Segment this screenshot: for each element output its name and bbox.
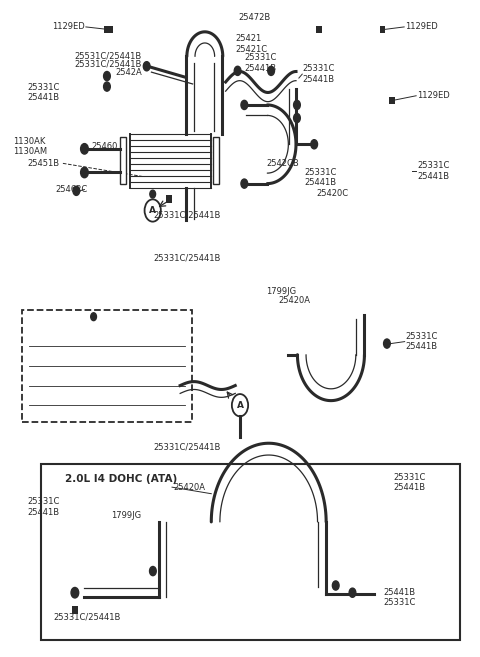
Text: 1130AK
1130AM: 1130AK 1130AM (12, 137, 47, 156)
Text: 25420A: 25420A (173, 483, 205, 491)
Text: 25331C/25441B: 25331C/25441B (53, 612, 120, 622)
Bar (316, 26, 322, 33)
Circle shape (81, 168, 88, 178)
Bar (213, 137, 219, 184)
Circle shape (241, 179, 248, 188)
Bar (104, 26, 110, 33)
Circle shape (241, 101, 248, 110)
Text: 25331C
25441B: 25331C 25441B (302, 64, 335, 84)
Text: 1129ED: 1129ED (52, 22, 84, 32)
Text: 1129ED: 1129ED (417, 91, 450, 101)
Text: 25331C/25441B: 25331C/25441B (154, 253, 221, 262)
Text: 2.0L I4 DOHC (ATA): 2.0L I4 DOHC (ATA) (65, 474, 178, 484)
Text: 25331C
25441B: 25331C 25441B (27, 83, 60, 102)
Text: 25420C: 25420C (317, 189, 348, 198)
Text: 25331C/25441B: 25331C/25441B (154, 442, 221, 451)
Text: 25331C
25441B: 25331C 25441B (405, 332, 437, 351)
Circle shape (294, 101, 300, 110)
Circle shape (144, 62, 150, 71)
Circle shape (384, 339, 390, 348)
Text: 25331C/25441B: 25331C/25441B (74, 60, 142, 69)
Bar (72, 606, 78, 614)
Text: 25472B: 25472B (238, 12, 271, 22)
Circle shape (73, 186, 80, 195)
Circle shape (268, 66, 275, 76)
Bar (107, 26, 113, 33)
Text: 25331C/25441B: 25331C/25441B (154, 211, 221, 219)
Bar (41, 464, 460, 640)
Text: 25331C
25441B: 25331C 25441B (27, 497, 60, 516)
Text: 2542CB: 2542CB (266, 159, 299, 168)
Bar (389, 97, 395, 104)
Text: A: A (237, 401, 243, 410)
Bar (166, 195, 172, 203)
Circle shape (81, 144, 88, 154)
Circle shape (332, 581, 339, 590)
Text: 25420A: 25420A (278, 296, 310, 306)
Text: 25462C: 25462C (56, 185, 88, 194)
Circle shape (91, 313, 96, 321)
Circle shape (311, 140, 318, 149)
Circle shape (104, 82, 110, 91)
Text: 25441B
25331C: 25441B 25331C (384, 587, 416, 607)
Circle shape (150, 190, 156, 198)
Circle shape (71, 587, 79, 598)
Text: 25331C
25441B: 25331C 25441B (245, 53, 277, 73)
Text: 1799JG: 1799JG (266, 287, 297, 296)
Circle shape (234, 66, 241, 76)
Text: 25331C
25441B: 25331C 25441B (417, 162, 449, 181)
Text: 25421
25421C: 25421 25421C (235, 34, 267, 54)
Circle shape (294, 114, 300, 123)
Bar (380, 26, 385, 33)
Text: 25531C/25441B: 25531C/25441B (74, 51, 142, 60)
Bar (22, 310, 192, 422)
Text: 25460: 25460 (92, 142, 118, 150)
Text: 25451B: 25451B (27, 159, 59, 168)
Circle shape (150, 566, 156, 576)
Text: 1799JG: 1799JG (111, 511, 141, 520)
Text: 1129ED: 1129ED (405, 22, 438, 32)
Text: 25331C
25441B: 25331C 25441B (393, 473, 426, 492)
Text: A: A (149, 206, 156, 215)
Text: 2542A: 2542A (115, 68, 142, 78)
Text: 25331C
25441B: 25331C 25441B (305, 168, 337, 187)
Circle shape (349, 588, 356, 597)
Bar (120, 137, 126, 184)
Circle shape (104, 72, 110, 81)
